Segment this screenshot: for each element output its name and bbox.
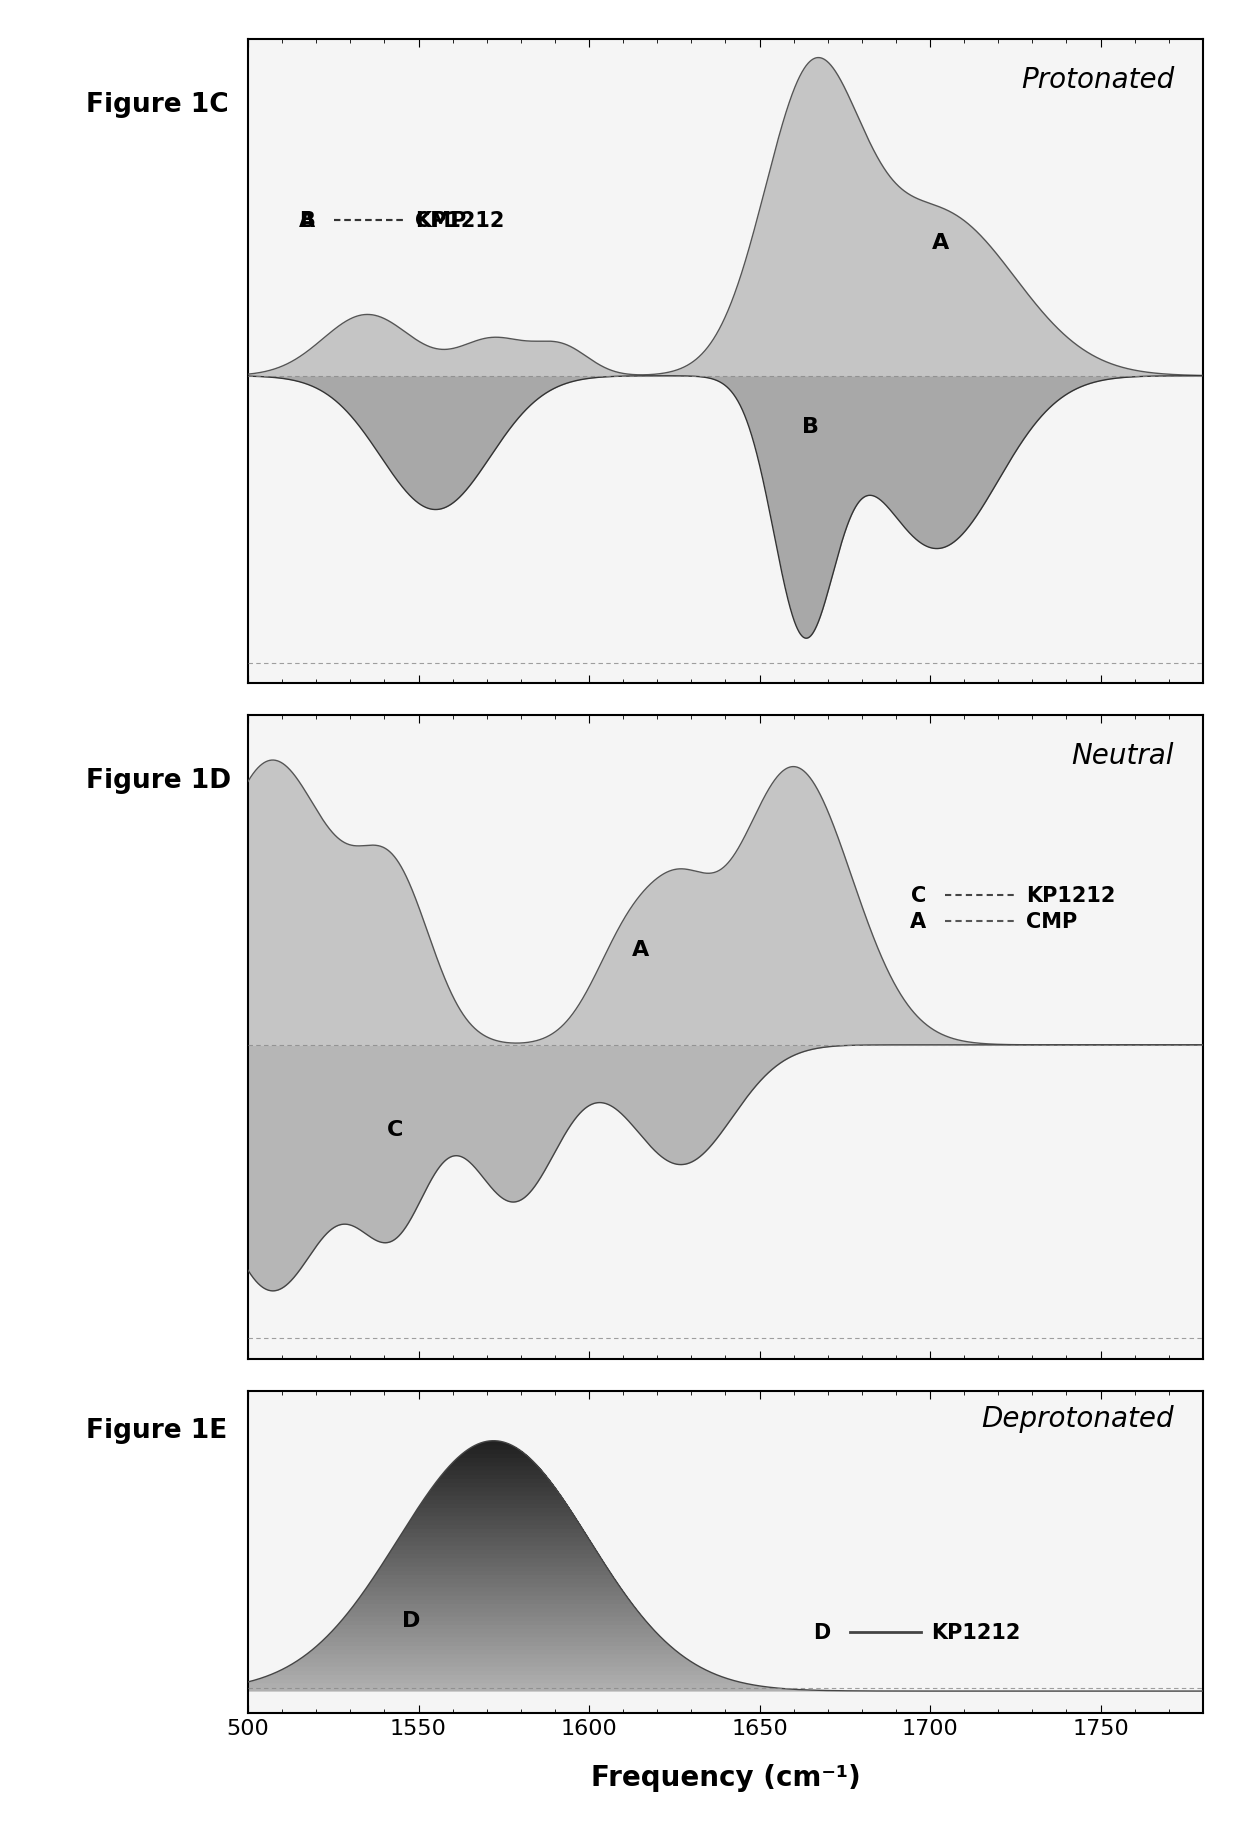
Text: C: C — [387, 1119, 403, 1140]
Text: B: B — [802, 416, 820, 436]
Text: Frequency (cm⁻¹): Frequency (cm⁻¹) — [590, 1762, 861, 1792]
Text: A: A — [931, 233, 949, 253]
Text: Figure 1C: Figure 1C — [86, 92, 228, 117]
Text: KP1212: KP1212 — [1027, 887, 1116, 905]
Text: Figure 1E: Figure 1E — [86, 1416, 227, 1444]
Text: KP1212: KP1212 — [931, 1623, 1021, 1643]
Text: Protonated: Protonated — [1021, 66, 1174, 93]
Text: A: A — [631, 940, 649, 960]
Text: CMP: CMP — [415, 211, 466, 231]
Text: C: C — [910, 887, 926, 905]
Text: B: B — [299, 211, 315, 231]
Text: A: A — [910, 912, 926, 932]
Text: Figure 1D: Figure 1D — [86, 768, 231, 793]
Text: KP1212: KP1212 — [415, 211, 505, 231]
Text: CMP: CMP — [1027, 912, 1078, 932]
Text: Neutral: Neutral — [1071, 742, 1174, 769]
Text: D: D — [813, 1623, 831, 1643]
Text: Deprotonated: Deprotonated — [982, 1403, 1174, 1433]
Text: D: D — [403, 1610, 420, 1630]
Text: A: A — [299, 211, 315, 231]
